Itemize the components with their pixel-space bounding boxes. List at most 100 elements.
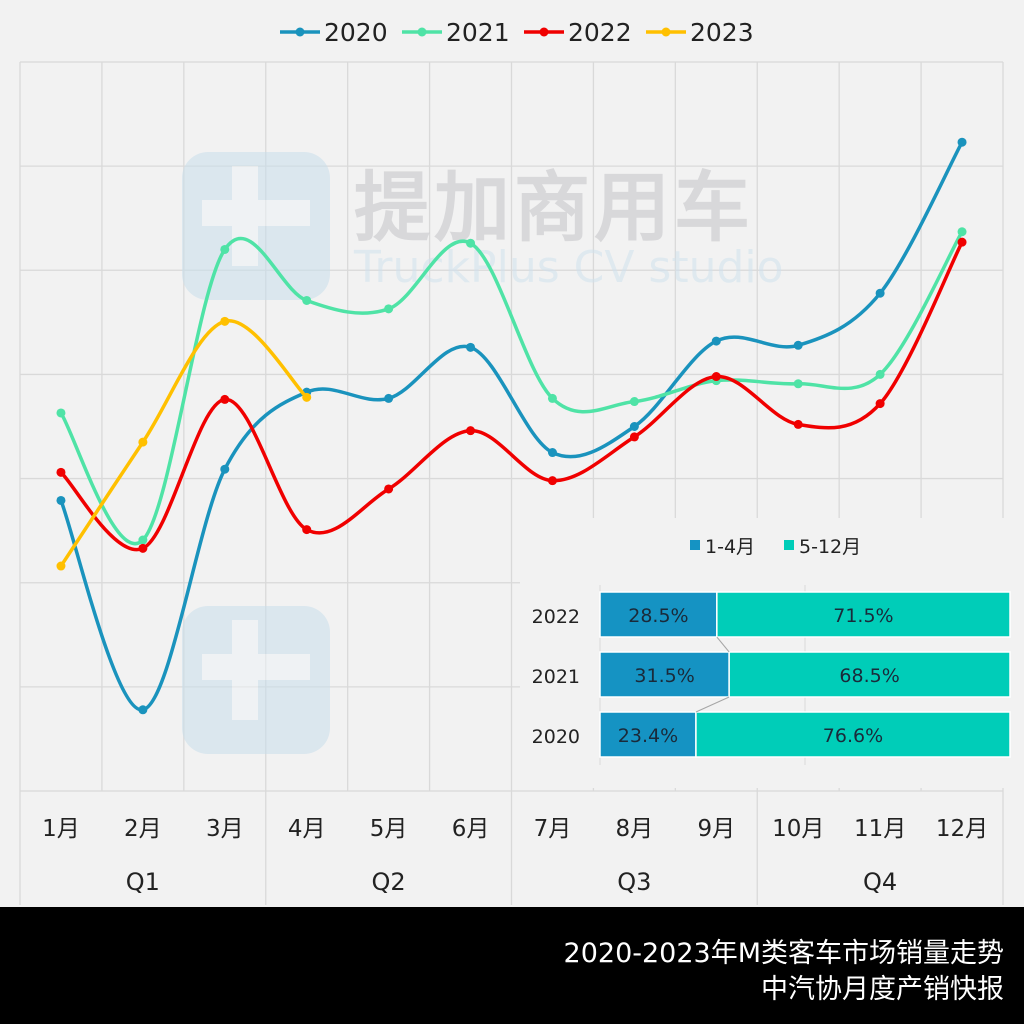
watermark [182,606,330,754]
data-point [56,561,66,571]
series-line-2022 [59,241,964,552]
data-point [466,426,476,436]
data-point [220,316,230,326]
x-tick-label: 9月 [697,816,735,842]
x-tick-label: 3月 [206,816,244,842]
legend-marker [295,27,305,37]
data-point [629,397,639,407]
x-tick-label: 8月 [616,816,654,842]
legend-item-2023: 2023 [646,18,754,47]
data-point [711,372,721,382]
data-point [384,393,394,403]
x-tick-label: 5月 [370,816,408,842]
inset-category-label: 2022 [532,606,580,628]
inset-bar-1-4月 [599,591,718,638]
watermark-logo-icon [232,620,258,720]
inset-series-line [716,636,730,653]
data-point [547,393,557,403]
series-2021 [56,227,967,546]
inset-series-line [695,696,730,713]
data-point [547,448,557,458]
data-point [138,437,148,447]
inset-bar-label: 76.6% [823,725,883,747]
inset-bar-1-4月 [599,651,730,698]
data-point [56,467,66,477]
inset-bar-label: 68.5% [839,665,899,687]
data-point [138,705,148,715]
series-line-2023 [59,319,308,568]
watermark-logo-icon [232,166,258,266]
legend-label: 2022 [568,18,632,47]
inset-bar-label: 71.5% [833,605,893,627]
inset-bar-5-12月 [695,711,1011,758]
data-point [220,244,230,254]
x-tick-label: 4月 [288,816,326,842]
inset-category-label: 2021 [532,666,580,688]
inset-bar-5-12月 [716,591,1011,638]
watermark-text-cn: 提加商用车 [354,163,754,252]
legend-marker [539,27,549,37]
inset-legend-swatch [690,540,700,550]
data-point [220,464,230,474]
footer-source: 中汽协月度产销快报 [761,974,1004,1005]
data-point [56,408,66,418]
data-point [302,295,312,305]
x-tick-label: 7月 [534,816,572,842]
legend-label: 2021 [446,18,510,47]
legend-label: 2020 [324,18,388,47]
inset-bar-label: 28.5% [628,605,688,627]
inset-legend-swatch [784,540,794,550]
legend-item-2020: 2020 [280,18,388,47]
data-point [302,392,312,402]
footer-title: 2020-2023年M类客车市场销量走势 [563,938,1004,969]
group-label: Q1 [126,868,160,896]
inset-bar-label: 23.4% [618,725,678,747]
inset-category-label: 2020 [532,726,580,748]
group-label: Q2 [372,868,406,896]
watermark-text-en: TruckPlus CV studio [353,242,784,293]
data-point [711,336,721,346]
legend-label: 2023 [690,18,754,47]
legend-item-2021: 2021 [402,18,510,47]
legend-marker [417,27,427,37]
legend-item-2022: 2022 [524,18,632,47]
data-point [302,525,312,535]
x-tick-label: 12月 [936,816,988,842]
x-tick-label: 11月 [854,816,906,842]
data-point [56,495,66,505]
data-point [793,340,803,350]
group-label: Q3 [617,868,651,896]
data-point [875,399,885,409]
data-point [384,484,394,494]
data-point [466,342,476,352]
footer: 2020-2023年M类客车市场销量走势 中汽协月度产销快报 [0,907,1024,1024]
legend-marker [661,27,671,37]
x-tick-label: 1月 [42,816,80,842]
data-point [957,137,967,147]
data-point [957,237,967,247]
series-line-2020 [59,141,964,712]
data-point [793,379,803,389]
inset-legend-label: 1-4月 [705,536,755,558]
chart: Q1 Q2 Q3 Q4 1月 2月 3月 4月 5月 6月 7月 8月 9月 10月 11月 12月 提加商用车… [19,18,1011,905]
data-point [875,369,885,379]
data-point [629,422,639,431]
x-tick-label: 6月 [452,816,490,842]
x-tick-label: 10月 [772,816,824,842]
data-point [957,227,967,237]
data-point [547,476,557,486]
data-point [875,288,885,298]
series-2022 [56,237,967,553]
data-point [220,394,230,404]
data-point [629,432,639,442]
x-tick-label: 2月 [124,816,162,842]
data-point [138,543,148,553]
inset-bar-5-12月 [728,651,1011,698]
data-point [466,238,476,248]
data-point [384,304,394,314]
series-2023 [56,316,312,571]
inset-legend-label: 5-12月 [799,536,861,558]
data-point [138,535,148,545]
inset-bar-1-4月 [599,711,697,758]
